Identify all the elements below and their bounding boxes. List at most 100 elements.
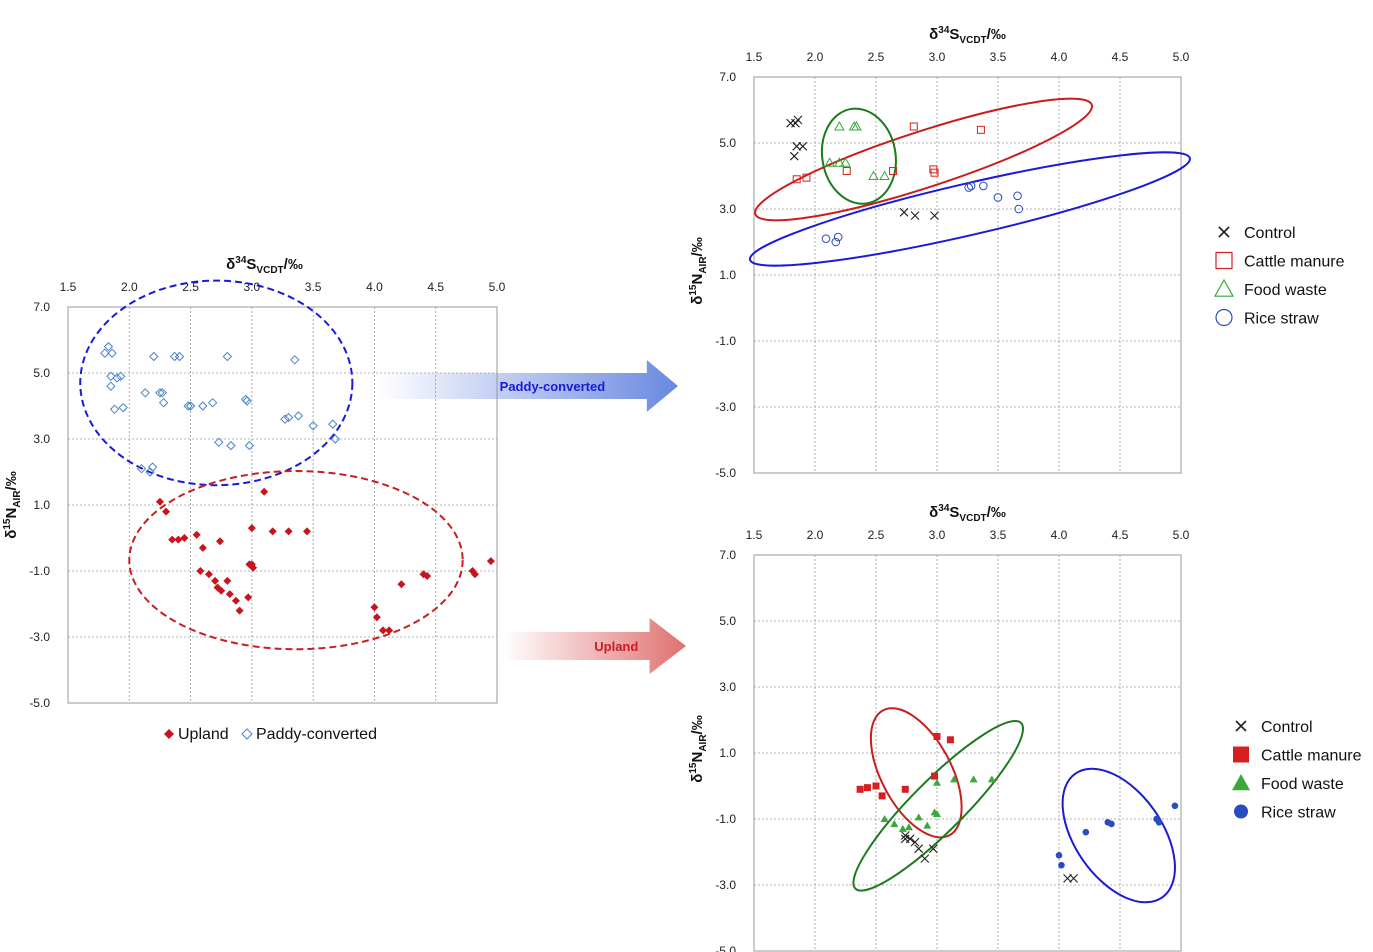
legend-label: Rice straw — [1261, 805, 1336, 822]
legend-marker — [1215, 251, 1233, 270]
series-food-waste — [880, 775, 996, 832]
data-point — [423, 571, 432, 580]
data-point — [115, 371, 126, 382]
data-point — [899, 207, 909, 217]
data-point — [914, 844, 924, 854]
data-point — [249, 563, 258, 572]
data-point — [856, 785, 864, 793]
x-tick-label: 4.5 — [427, 280, 444, 294]
arrow-upland: Upland — [503, 618, 686, 674]
arrow-paddy-converted: Paddy-converted — [378, 360, 678, 412]
legend-marker — [1213, 278, 1235, 297]
data-point — [157, 388, 168, 398]
group-ellipse — [748, 151, 1191, 267]
y-tick-label: -3.0 — [29, 630, 50, 644]
data-point — [910, 837, 920, 847]
data-point — [174, 535, 183, 544]
data-point — [235, 606, 244, 615]
data-point — [215, 537, 224, 546]
data-point — [931, 772, 939, 780]
y-tick-label: 3.0 — [33, 432, 50, 446]
y-tick-label: 5.0 — [33, 366, 50, 380]
legend-label: Cattle manure — [1261, 748, 1362, 765]
y-tick-label: 7.0 — [33, 300, 50, 314]
y-tick-label: 3.0 — [719, 680, 736, 694]
data-point — [930, 168, 939, 177]
data-point — [840, 157, 851, 167]
legend-label: Cattle manure — [1244, 254, 1345, 271]
data-point — [244, 593, 253, 602]
data-point — [910, 211, 920, 220]
x-tick-label: 3.0 — [929, 528, 946, 542]
data-point — [976, 125, 985, 134]
group-ellipse — [1061, 767, 1176, 904]
data-point — [879, 170, 890, 180]
group-ellipse — [869, 707, 963, 839]
y-tick-label: 1.0 — [33, 498, 50, 512]
data-point — [890, 819, 899, 827]
data-point — [100, 348, 110, 358]
data-point — [225, 590, 234, 599]
group-ellipse — [79, 279, 354, 487]
data-point — [904, 823, 913, 831]
data-point — [863, 784, 871, 792]
legend-label: Paddy-converted — [256, 726, 377, 743]
series-control — [786, 115, 939, 220]
legend-marker — [1235, 720, 1247, 732]
scatter-chart-3: 1.5 2.0 2.5 3.0 3.5 4.0 4.5 5.0 7.0 5.0 3.0 1.0 -1.0… — [688, 503, 1362, 952]
data-point — [162, 507, 171, 516]
scatter-chart-1: 1.5 2.0 2.5 3.0 3.5 4.0 4.5 5.07.05.03.01.0-1.0… — [2, 255, 506, 743]
group-ellipse — [754, 97, 1094, 222]
data-point — [180, 534, 189, 542]
arrows-layer: Paddy-converted Upland — [378, 360, 686, 674]
data-point — [1155, 819, 1163, 826]
data-point — [909, 122, 918, 131]
data-point — [792, 175, 801, 184]
data-point — [109, 404, 120, 415]
data-point — [231, 596, 240, 605]
data-point — [290, 355, 300, 365]
data-point — [118, 402, 128, 413]
data-point — [149, 351, 159, 362]
data-point — [872, 782, 880, 790]
x-tick-label: 1.5 — [746, 528, 763, 542]
data-point — [260, 487, 269, 496]
data-point — [928, 844, 938, 854]
data-point — [930, 211, 939, 220]
data-point — [192, 530, 201, 539]
data-point — [379, 626, 388, 635]
y-tick-label: 7.0 — [719, 70, 736, 84]
x-tick-label: 4.0 — [366, 280, 383, 294]
x-tick-label: 4.0 — [1051, 50, 1068, 64]
data-point — [834, 157, 845, 167]
x-tick-label: 2.0 — [807, 50, 824, 64]
data-point — [168, 535, 177, 544]
x-tick-label: 4.5 — [1112, 50, 1129, 64]
data-point — [946, 736, 954, 744]
y-tick-label: 1.0 — [719, 268, 736, 282]
legend-marker — [164, 729, 174, 739]
data-point — [1058, 861, 1065, 869]
data-point — [198, 543, 207, 552]
data-point — [204, 570, 213, 579]
x-tick-label: 3.0 — [244, 280, 261, 294]
data-point — [372, 613, 381, 622]
x-tick-label: 5.0 — [1173, 50, 1190, 64]
data-point — [1082, 828, 1090, 836]
series-cattle-manure — [792, 122, 985, 184]
legend-label: Upland — [178, 726, 229, 743]
arrow-shape — [503, 618, 686, 674]
data-point — [802, 173, 811, 182]
data-point — [147, 462, 158, 472]
data-point — [196, 567, 205, 575]
data-point — [158, 397, 169, 408]
x-tick-label: 3.5 — [990, 528, 1007, 542]
y-tick-label: -5.0 — [715, 466, 736, 480]
data-point — [217, 586, 226, 595]
data-point — [900, 831, 910, 840]
x-tick-label: 1.5 — [60, 280, 77, 294]
x-tick-label: 2.5 — [868, 528, 885, 542]
data-point — [328, 419, 338, 429]
y-tick-label: 1.0 — [719, 746, 736, 760]
